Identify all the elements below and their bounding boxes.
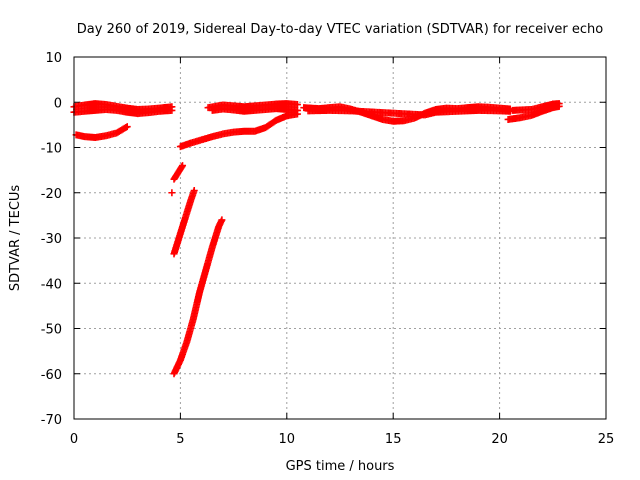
plot-frame — [73, 56, 607, 420]
x-tick-label: 20 — [491, 432, 508, 447]
chart-title: Day 260 of 2019, Sidereal Day-to-day VTE… — [77, 22, 604, 37]
data-point — [190, 186, 198, 194]
y-axis-label: SDTVAR / TECUs — [8, 185, 23, 292]
y-tick-label: -40 — [41, 277, 62, 292]
data-point — [293, 101, 301, 109]
data-point — [218, 216, 226, 224]
y-tick-label: -70 — [41, 413, 62, 428]
data-point — [179, 162, 187, 170]
x-tick-labels: 0 5 10 15 20 25 — [70, 432, 614, 447]
x-tick-label: 25 — [598, 432, 615, 447]
data-marks — [70, 100, 563, 378]
x-tick-label: 10 — [279, 432, 296, 447]
x-tick-label: 5 — [176, 432, 184, 447]
x-axis-label: GPS time / hours — [286, 459, 395, 474]
y-tick-label: 0 — [54, 96, 62, 111]
y-tick-label: 10 — [45, 51, 62, 66]
y-tick-labels: 10 0 -10 -20 -30 -40 -50 -60 -70 — [41, 51, 62, 428]
y-tick-label: -30 — [41, 232, 62, 247]
y-tick-label: -50 — [41, 323, 62, 338]
data-point — [123, 123, 131, 131]
x-tick-label: 0 — [70, 432, 78, 447]
data-point — [293, 106, 301, 114]
data-point — [168, 106, 176, 114]
y-tick-label: -60 — [41, 368, 62, 383]
x-tick-label: 15 — [385, 432, 402, 447]
data-point — [555, 102, 563, 110]
y-tick-label: -20 — [41, 187, 62, 202]
data-point — [168, 189, 176, 197]
y-tick-label: -10 — [41, 142, 62, 157]
